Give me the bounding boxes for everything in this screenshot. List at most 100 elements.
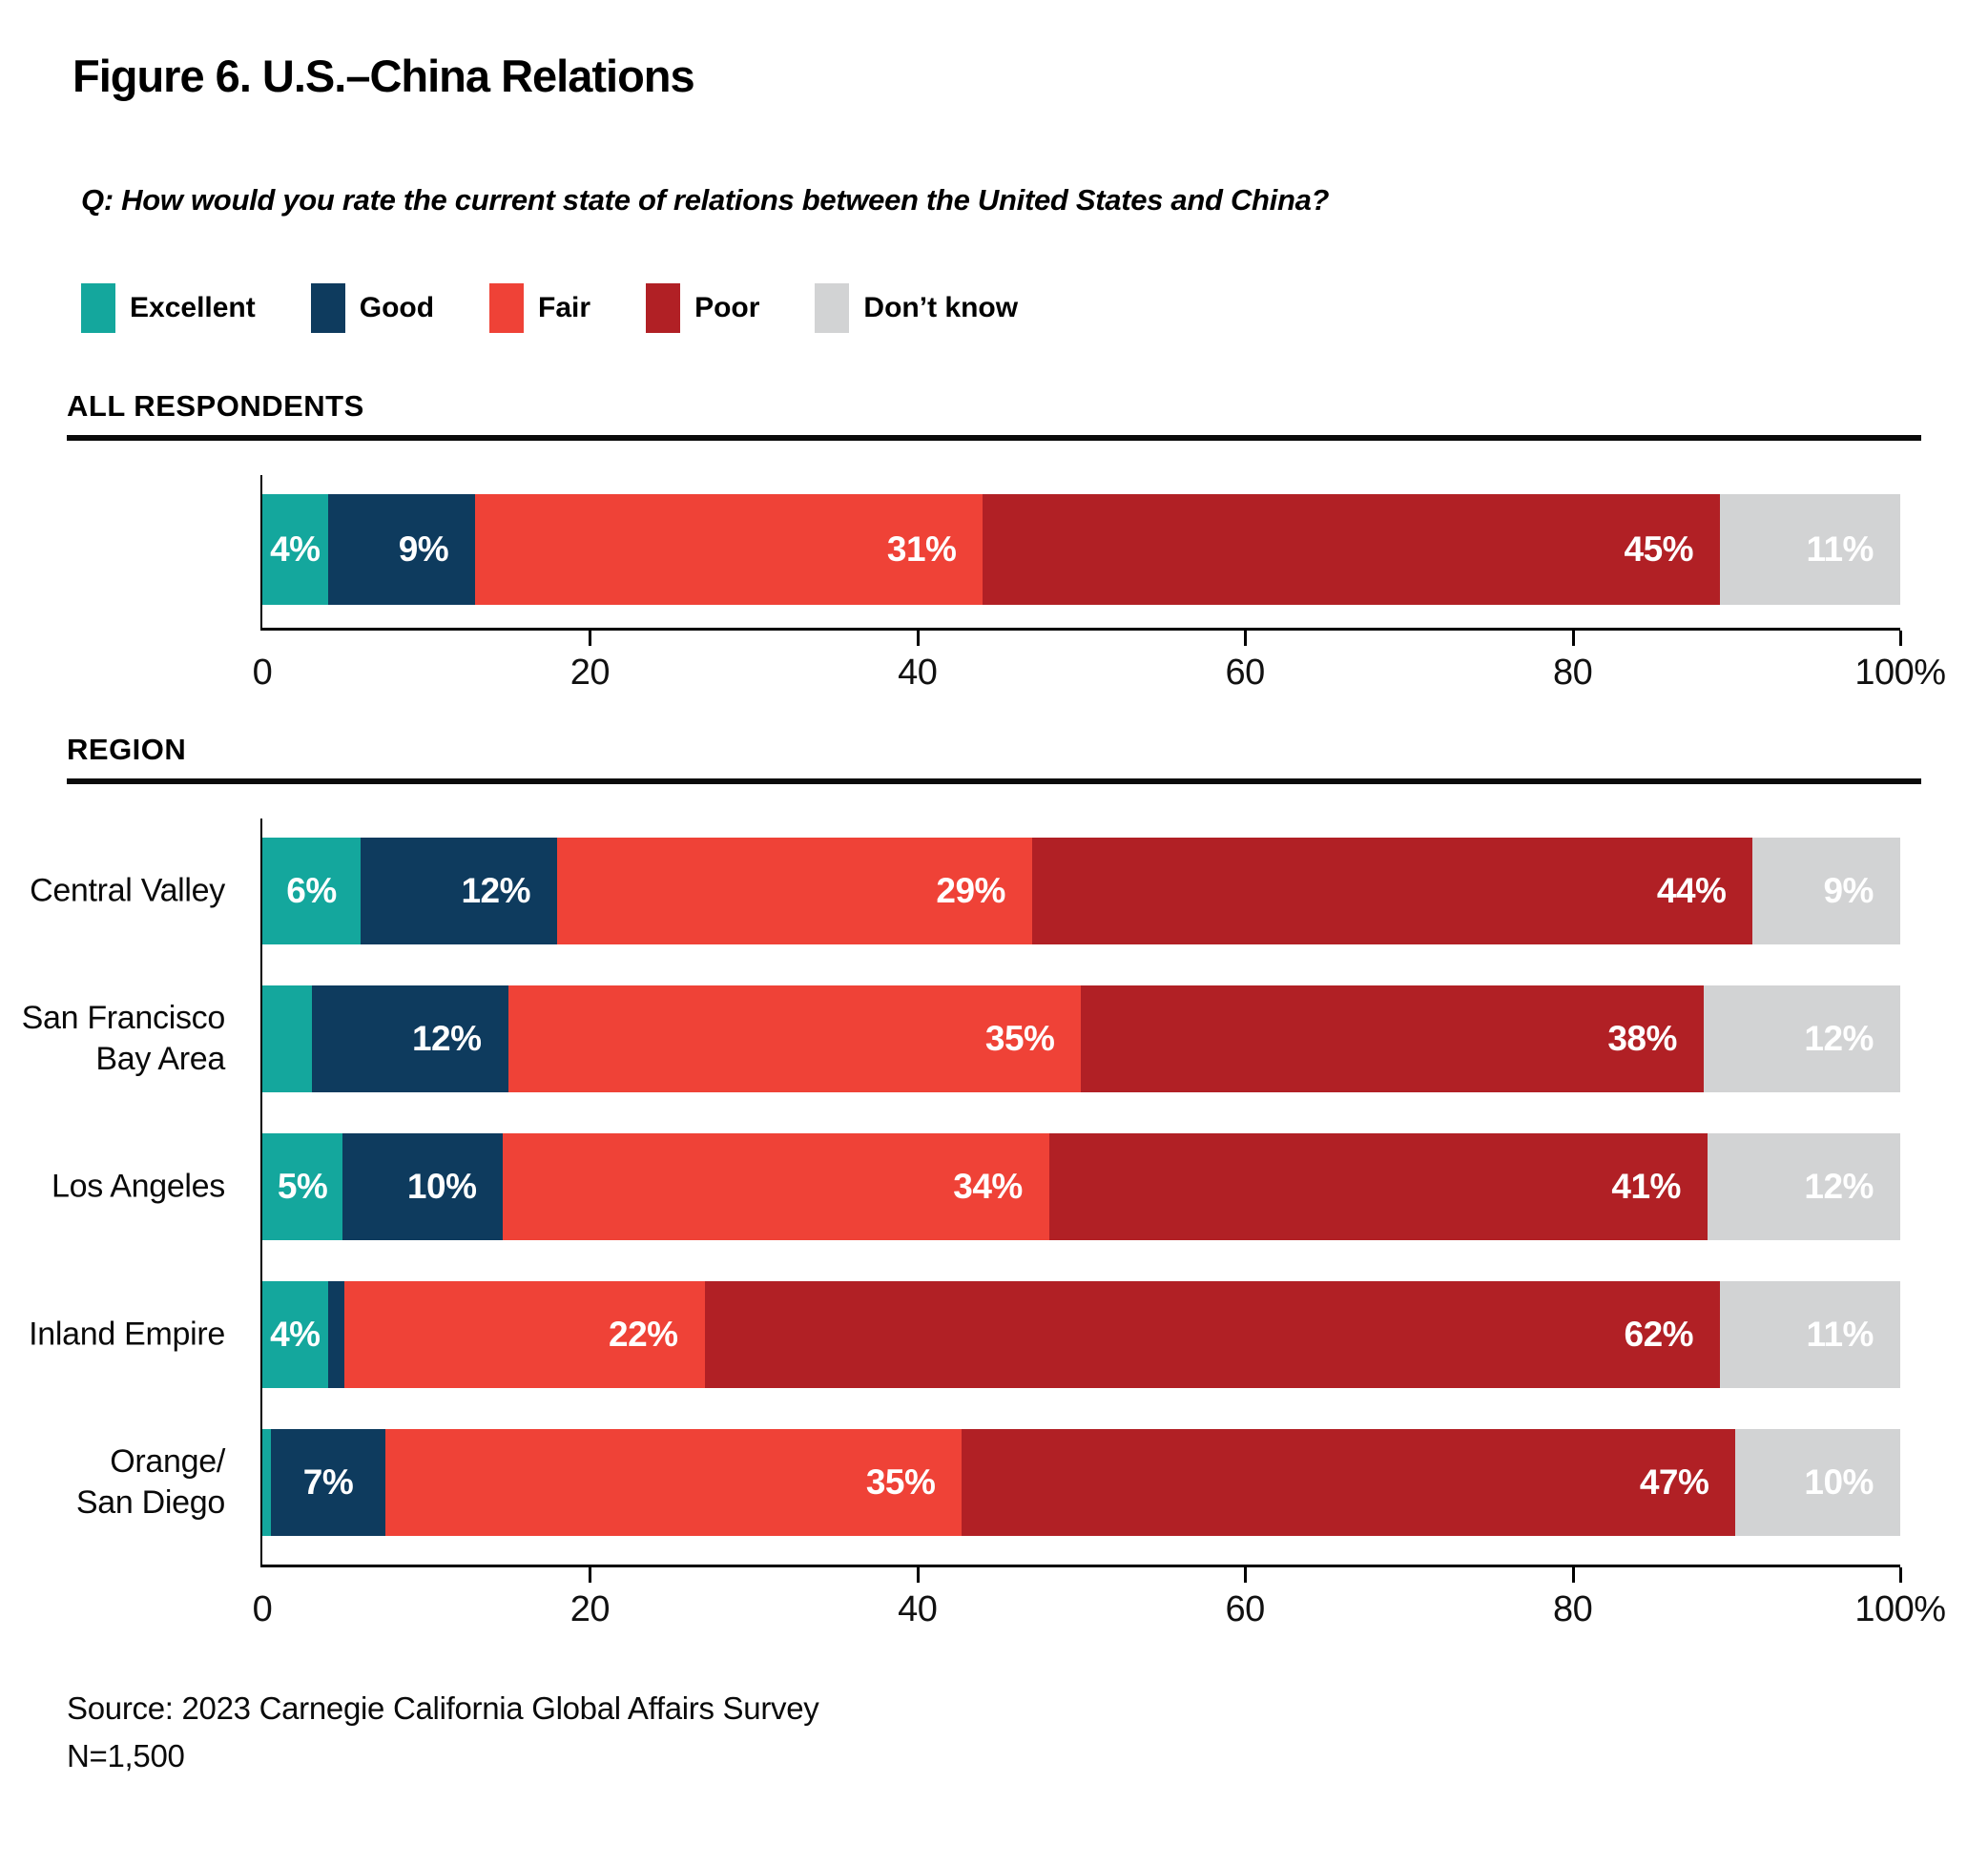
bar-segment-don-t-know: 12% xyxy=(1707,1133,1900,1240)
section-rule xyxy=(67,435,1921,441)
bar-segment-poor: 38% xyxy=(1081,985,1704,1092)
bar-segment-label: 7% xyxy=(302,1462,354,1502)
bar-segment-don-t-know: 9% xyxy=(1752,838,1900,944)
section-header-region: REGION xyxy=(67,733,187,766)
bar-segment-label: 9% xyxy=(1823,871,1874,910)
category-label-los-angeles: Los Angeles xyxy=(52,1168,225,1205)
bar-segment-label: 22% xyxy=(609,1315,678,1354)
axis-tick xyxy=(1899,1567,1902,1583)
legend-item-good: Good xyxy=(310,283,435,333)
excellent-swatch xyxy=(81,283,115,333)
bar-segment-good: 7% xyxy=(270,1429,386,1536)
axis-tick-label: 60 xyxy=(1225,653,1266,693)
bar-segment-label: 47% xyxy=(1639,1462,1709,1502)
axis-tick-label: 0 xyxy=(252,1589,273,1629)
bar-segment-label: 12% xyxy=(1804,1019,1874,1058)
legend-item-excellent: Excellent xyxy=(81,283,256,333)
bar-segment-label: 31% xyxy=(886,529,957,569)
source-text: Source: 2023 Carnegie California Global … xyxy=(67,1690,819,1726)
figure-title: Figure 6. U.S.–China Relations xyxy=(72,51,695,101)
axis-tick xyxy=(1899,631,1902,646)
category-label-central-valley: Central Valley xyxy=(30,872,225,909)
bar-segment-don-t-know: 11% xyxy=(1720,1281,1900,1388)
bar-row-san-francisco-bay-area: 12% 35% 38% 12% xyxy=(262,985,1900,1092)
bar-segment-label: 34% xyxy=(953,1167,1023,1206)
legend-item-don-t-know: Don’t know xyxy=(815,283,1018,333)
fair-swatch xyxy=(489,283,525,333)
bar-segment-label: 41% xyxy=(1611,1167,1681,1206)
legend: Excellent Good Fair Poor Don’t know xyxy=(81,283,1018,333)
axis-tick xyxy=(589,631,592,646)
bar-segment-label: 45% xyxy=(1624,529,1694,569)
bar-segment-excellent: 5% xyxy=(262,1133,343,1240)
bar-segment-excellent: 4% xyxy=(262,494,328,605)
axis-tick xyxy=(1571,1567,1575,1583)
bar-segment-label: 12% xyxy=(461,871,531,910)
bar-segment-fair: 29% xyxy=(557,838,1032,944)
section-rule xyxy=(67,778,1921,784)
bar-segment-label: 11% xyxy=(1806,529,1874,569)
axis-tick xyxy=(916,631,920,646)
bar-segment-fair: 35% xyxy=(385,1429,963,1536)
bar-row-all-respondents: 4% 9% 31% 45% 11% xyxy=(262,494,1900,605)
bar-row-los-angeles: 5% 10% 34% 41% 12% xyxy=(262,1133,1900,1240)
bar-segment-label: 35% xyxy=(984,1019,1055,1058)
bar-segment-don-t-know: 10% xyxy=(1735,1429,1900,1536)
legend-label: Fair xyxy=(538,292,591,323)
axis-tick xyxy=(1571,631,1575,646)
axis-tick-label: 20 xyxy=(569,1589,611,1629)
axis-tick-label: 80 xyxy=(1552,653,1593,693)
bar-segment-label: 4% xyxy=(270,529,321,569)
bar-row-central-valley: 6% 12% 29% 44% 9% xyxy=(262,838,1900,944)
bar-row-inland-empire: 4% 22% 62% 11% xyxy=(262,1281,1900,1388)
bar-segment-poor: 47% xyxy=(962,1429,1736,1536)
bar-segment-good xyxy=(327,1281,344,1388)
bar-segment-don-t-know: 12% xyxy=(1703,985,1900,1092)
bar-segment-excellent: 4% xyxy=(262,1281,328,1388)
bar-segment-excellent xyxy=(262,985,312,1092)
bar-segment-label: 5% xyxy=(277,1167,328,1206)
legend-label: Excellent xyxy=(130,292,256,323)
axis-tick-label: 80 xyxy=(1552,1589,1593,1629)
axis-tick-label: 20 xyxy=(569,653,611,693)
bar-segment-label: 9% xyxy=(398,529,449,569)
bar-segment-label: 35% xyxy=(865,1462,936,1502)
bar-segment-label: 12% xyxy=(1804,1167,1874,1206)
sample-size-text: N=1,500 xyxy=(67,1738,185,1773)
axis-tick-label: 0 xyxy=(252,653,273,693)
legend-item-fair: Fair xyxy=(489,283,590,333)
bar-segment-label: 10% xyxy=(406,1167,477,1206)
bar-segment-label: 6% xyxy=(286,871,337,910)
don-t-know-swatch xyxy=(815,283,850,333)
bar-segment-label: 10% xyxy=(1804,1462,1874,1502)
bar-segment-fair: 31% xyxy=(475,494,984,605)
axis-tick-label: 40 xyxy=(898,1589,938,1629)
axis-tick xyxy=(1244,631,1248,646)
legend-label: Good xyxy=(359,292,435,323)
good-swatch xyxy=(310,283,345,333)
category-label-san-francisco-bay-area: San Francisco Bay Area xyxy=(21,1000,226,1077)
survey-question: Q: How would you rate the current state … xyxy=(81,183,1330,217)
bar-segment-label: 62% xyxy=(1624,1315,1694,1354)
bar-segment-label: 29% xyxy=(936,871,1005,910)
region-category-labels: Central Valley San Francisco Bay Area Los … xyxy=(0,819,227,1565)
axis-tick-label: 100% xyxy=(1854,653,1946,693)
chart-all-respondents: 4% 9% 31% 45% 11% 0 20 40 60 80 100% xyxy=(253,475,1946,693)
bar-segment-excellent: 6% xyxy=(262,838,362,944)
category-label-orange-san-diego: Orange/ San Diego xyxy=(75,1443,225,1521)
legend-item-poor: Poor xyxy=(646,283,759,333)
bar-segment-don-t-know: 11% xyxy=(1720,494,1900,605)
bar-segment-good: 10% xyxy=(342,1133,504,1240)
bar-segment-good: 12% xyxy=(311,985,508,1092)
axis-tick xyxy=(589,1567,592,1583)
bar-segment-fair: 34% xyxy=(503,1133,1049,1240)
axis-tick-label: 100% xyxy=(1854,1589,1946,1629)
legend-label: Poor xyxy=(694,292,760,323)
axis-tick xyxy=(1244,1567,1248,1583)
bar-segment-poor: 62% xyxy=(704,1281,1721,1388)
bar-segment-label: 11% xyxy=(1806,1315,1874,1354)
poor-swatch xyxy=(646,283,681,333)
bar-segment-poor: 41% xyxy=(1048,1133,1708,1240)
axis-tick xyxy=(916,1567,920,1583)
